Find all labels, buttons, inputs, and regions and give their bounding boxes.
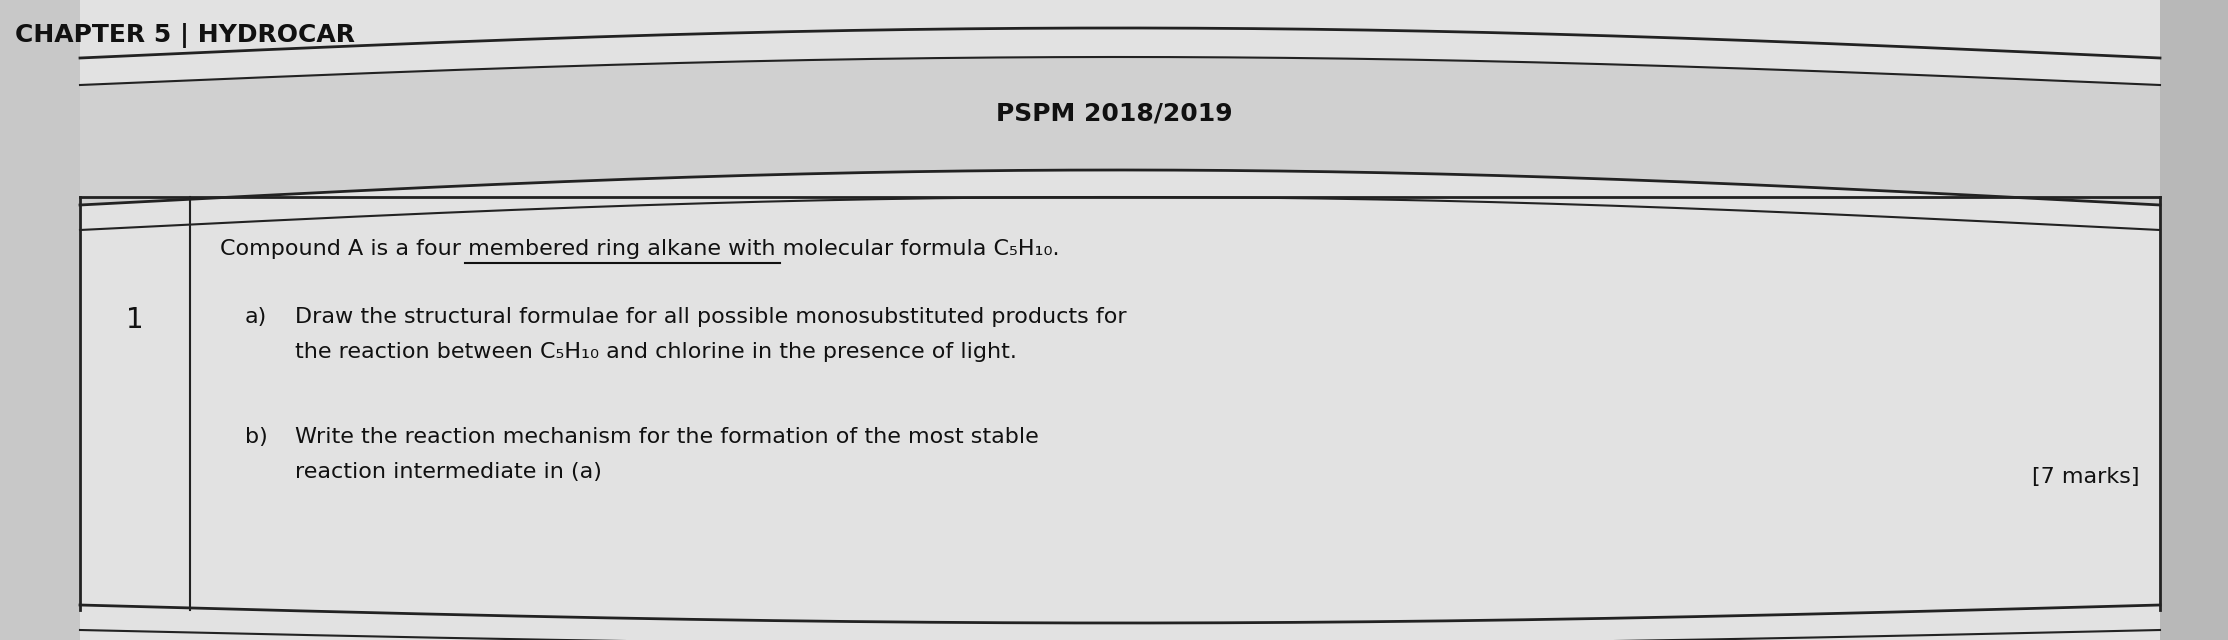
Text: a): a): [245, 307, 267, 327]
Text: 1: 1: [127, 306, 145, 334]
Text: b): b): [245, 427, 267, 447]
Text: [7 marks]: [7 marks]: [2032, 467, 2141, 487]
Text: Draw the structural formulae for all possible monosubstituted products for: Draw the structural formulae for all pos…: [294, 307, 1127, 327]
Text: Write the reaction mechanism for the formation of the most stable: Write the reaction mechanism for the for…: [294, 427, 1038, 447]
Text: PSPM 2018/2019: PSPM 2018/2019: [996, 102, 1232, 125]
Text: reaction intermediate in (a): reaction intermediate in (a): [294, 462, 602, 482]
Text: CHAPTER 5 | HYDROCAR: CHAPTER 5 | HYDROCAR: [16, 22, 354, 47]
Text: Compound A is a four membered ring alkane with molecular formula C₅H₁₀.: Compound A is a four membered ring alkan…: [221, 239, 1061, 259]
Bar: [2159, 0, 2228, 640]
Bar: [0, 0, 80, 640]
Text: the reaction between C₅H₁₀ and chlorine in the presence of light.: the reaction between C₅H₁₀ and chlorine …: [294, 342, 1016, 362]
Polygon shape: [80, 57, 2159, 205]
